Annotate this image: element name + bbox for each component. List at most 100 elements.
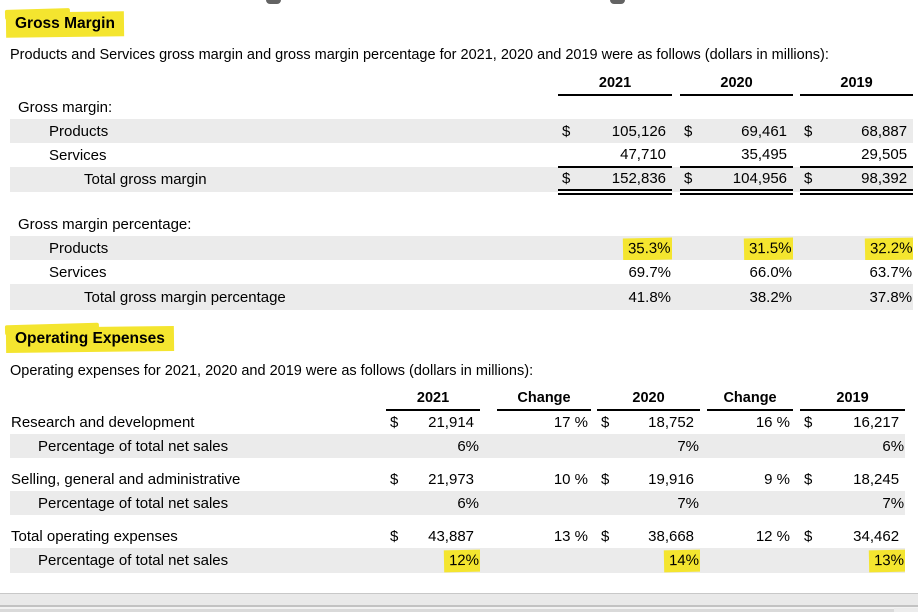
percentage-cell: 66.0%	[749, 263, 793, 281]
value-cell: 18,752	[648, 414, 695, 431]
dollar-sign-cell	[800, 143, 821, 168]
percentage-cell: 41.8%	[558, 284, 673, 310]
percentage-cell: 6%	[386, 434, 481, 458]
dollar-sign-cell: $	[680, 119, 701, 143]
row-label: Percentage of total net sales	[10, 548, 386, 573]
table-row: Percentage of total net sales 6% 7% 6%	[10, 434, 906, 458]
year-header-2021: 2021	[558, 72, 673, 96]
table-row-total: Total gross margin percentage 41.8% 38.2…	[10, 284, 914, 310]
dollar-sign-cell: $	[680, 167, 701, 195]
table-header-row: 2021 Change 2020 Change 2019	[10, 388, 906, 411]
gap-cell	[480, 434, 498, 458]
gap-cell	[793, 467, 800, 491]
table-row: Products 35.3% 31.5% 32.2%	[10, 236, 914, 260]
scrollbar-corner	[894, 608, 918, 612]
empty-cell	[497, 491, 592, 515]
gap-cell	[10, 72, 558, 95]
year-header-2019: 2019	[800, 388, 906, 411]
gap-cell	[793, 524, 800, 548]
row-label: Gross margin:	[18, 99, 113, 116]
value-cell: 69,461	[700, 119, 794, 143]
percentage-cell: 31.5%	[680, 236, 794, 260]
gap-cell	[480, 388, 497, 410]
row-label: Products	[10, 236, 558, 260]
percentage-cell: 63.7%	[869, 263, 913, 281]
gap-cell	[700, 467, 707, 491]
change-cell: 13 %	[553, 527, 589, 545]
window-bottom-band	[0, 594, 918, 605]
dollar-sign-cell	[680, 143, 701, 168]
table-row: Percentage of total net sales 12% 14% 13…	[10, 548, 906, 573]
table-row: Gross margin percentage:	[10, 212, 913, 236]
empty-cell	[707, 548, 794, 573]
percentage-cell: 69.7%	[628, 263, 672, 281]
dollar-sign-cell: $	[601, 470, 610, 488]
dollar-sign-cell: $	[601, 527, 610, 545]
gap-cell	[480, 548, 498, 573]
percentage-cell: 13%	[800, 548, 906, 573]
value-cell: 21,914	[428, 414, 475, 431]
dollar-sign-cell: $	[390, 414, 399, 431]
gap-cell	[591, 434, 598, 458]
percentage-cell: 38.2%	[680, 284, 794, 310]
value-cell: 18,245	[853, 470, 900, 488]
page-edge-line	[0, 605, 918, 607]
value-cell: 98,392	[820, 167, 914, 195]
gap-cell	[480, 524, 497, 548]
percentage-cell: 6%	[800, 434, 906, 458]
row-label: Percentage of total net sales	[10, 434, 386, 458]
gap-cell	[793, 410, 800, 434]
percentage-cell: 6%	[386, 491, 481, 515]
dollar-sign-cell: $	[558, 119, 578, 143]
value-cell: 38,668	[648, 527, 695, 545]
value-cell: 105,126	[578, 119, 673, 143]
percentage-cell: 32.2%	[800, 236, 914, 260]
percentage-cell: 37.8%	[800, 284, 914, 310]
row-label: Services	[49, 146, 107, 164]
row-label: Gross margin percentage:	[18, 215, 192, 233]
gap-cell	[793, 491, 801, 515]
table-row-total: Total gross margin $ 152,836 $ 104,956 $…	[10, 167, 914, 195]
gap-cell	[10, 388, 386, 410]
table-row: Selling, general and administrative $ 21…	[10, 467, 905, 491]
gap-cell	[793, 548, 801, 573]
gap-cell	[793, 260, 800, 284]
operating-expenses-intro-text: Operating expenses for 2021, 2020 and 20…	[10, 363, 534, 379]
cutoff-text-artifact	[610, 0, 625, 4]
cutoff-text-artifact	[266, 0, 281, 4]
gap-cell	[700, 434, 708, 458]
gap-cell	[672, 143, 680, 167]
highlight-mark: 31.5%	[744, 237, 794, 260]
gap-cell	[700, 410, 707, 434]
value-cell: 16,217	[853, 414, 900, 431]
gap-cell	[672, 236, 681, 260]
row-label: Percentage of total net sales	[10, 491, 386, 515]
table-row: Services 47,710 35,495 29,505	[10, 143, 914, 168]
spacer-row	[10, 458, 905, 467]
empty-cell	[707, 434, 794, 458]
window-bottom-band	[0, 609, 918, 612]
value-cell: 35,495	[700, 143, 794, 168]
window-bottom-band	[0, 607, 918, 609]
change-header: Change	[497, 388, 592, 411]
gap-cell	[480, 491, 498, 515]
gap-cell	[672, 119, 681, 143]
year-header-2021: 2021	[386, 388, 481, 411]
value-cell: 19,916	[648, 470, 695, 488]
empty-cell	[707, 491, 794, 515]
gross-margin-intro-text: Products and Services gross margin and g…	[10, 47, 829, 63]
row-label: Total gross margin percentage	[10, 284, 558, 310]
dollar-sign-cell: $	[804, 414, 813, 431]
dollar-sign-cell: $	[390, 527, 399, 545]
gross-margin-table: 2021 2020 2019 Gross margin: Products $ …	[10, 72, 914, 310]
change-cell: 17 %	[553, 414, 589, 431]
year-header-2020: 2020	[680, 72, 794, 96]
gap-cell	[672, 284, 681, 310]
dollar-sign-cell: $	[804, 470, 813, 488]
year-header-2019: 2019	[800, 72, 914, 96]
table-header-row: 2021 2020 2019	[10, 72, 914, 96]
year-header-2020: 2020	[597, 388, 701, 411]
value-cell: 43,887	[428, 527, 475, 545]
value-cell: 29,505	[820, 143, 914, 168]
